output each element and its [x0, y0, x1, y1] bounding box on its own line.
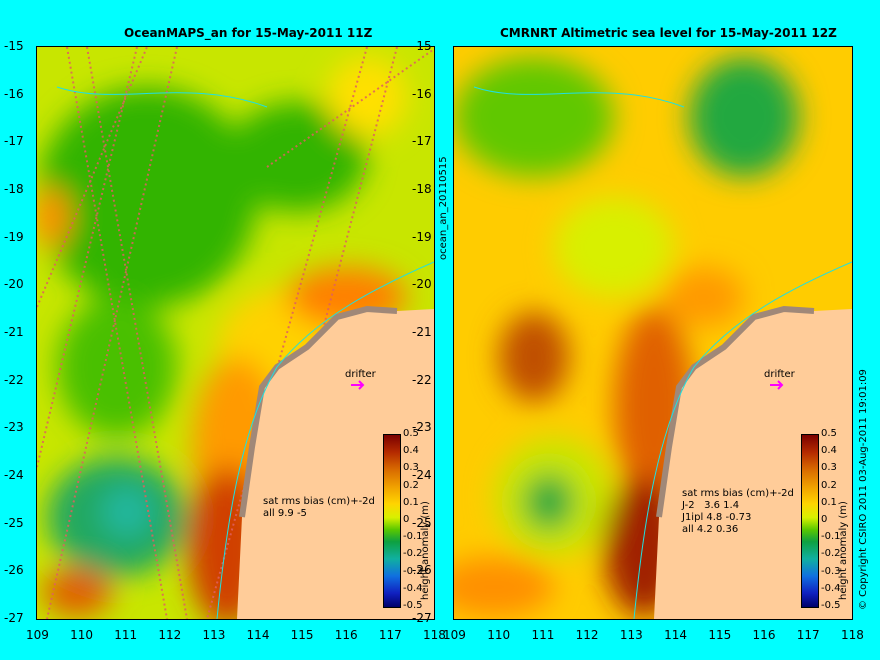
longitude-tick: 112	[158, 628, 182, 642]
latitude-tick: -25	[4, 515, 24, 530]
isobaths	[56, 86, 434, 619]
right-panel-title: CMRNRT Altimetric sea level for 15-May-2…	[500, 26, 837, 40]
side-label: ocean_an_20110515	[438, 156, 449, 260]
longitude-tick: 113	[202, 628, 226, 642]
left-panel-title: OceanMAPS_an for 15-May-2011 11Z	[124, 26, 373, 40]
longitude-tick: 115	[708, 628, 732, 642]
altimetry-map-panel: drifter	[453, 46, 853, 620]
colorbar-tick: -0.1	[403, 531, 423, 543]
latitude-tick: -27	[4, 611, 24, 625]
colorbar-tick: -0.2	[821, 548, 841, 560]
altimetry-map: drifter	[454, 47, 852, 619]
latitude-tick: -21	[412, 325, 432, 339]
colorbar-tick: 0.3	[821, 462, 837, 474]
colorbar-tick: 0	[403, 514, 410, 525]
colorbar-tick: 0.4	[403, 445, 419, 457]
bias-line: J1ipl 4.8 -0.73	[682, 512, 752, 523]
latitude-tick: -21	[4, 325, 24, 339]
longitude-tick: 117	[378, 628, 402, 642]
longitude-tick: 118	[841, 628, 864, 642]
colorbar-tick: -0.4	[403, 582, 423, 594]
latitude-tick: -17	[412, 134, 432, 149]
colorbar-tick: -0.1	[821, 531, 841, 543]
latitude-tick: -19	[412, 229, 432, 244]
longitude-tick: 114	[246, 628, 270, 642]
coastline	[656, 305, 815, 518]
latitude-tick: -23	[4, 420, 24, 435]
colorbar-tick: -0.3	[821, 565, 841, 577]
latitude-tick: -22	[4, 372, 24, 387]
right-bias-stats: sat rms bias (cm)+-2d J-2 3.6 1.4 J1ipl 4.…	[682, 488, 794, 536]
longitude-tick: 111	[114, 628, 138, 642]
bias-line: J-2 3.6 1.4	[682, 500, 740, 511]
latitude-tick: -24	[4, 468, 24, 482]
right-colorbar	[801, 434, 819, 608]
longitude-tick: 112	[575, 628, 599, 642]
longitude-tick: 117	[796, 628, 820, 642]
longitude-tick: 109	[26, 628, 49, 642]
latitude-tick: -22	[412, 372, 432, 387]
colorbar-tick: -0.2	[403, 548, 423, 560]
colorbar-tick: 0.1	[403, 496, 419, 508]
colorbar-tick: -0.3	[403, 565, 423, 577]
colorbar-tick: -0.5	[821, 600, 841, 611]
latitude-tick: -26	[412, 563, 432, 578]
latitude-tick: -27	[412, 611, 432, 625]
latitude-tick: -17	[4, 134, 24, 149]
colorbar-tick: 0.5	[821, 428, 837, 439]
longitude-tick: 116	[334, 628, 358, 642]
latitude-tick: -19	[4, 229, 24, 244]
colorbar-tick: 0.3	[403, 462, 419, 474]
latitude-tick: -20	[4, 277, 24, 292]
longitude-tick: 118	[423, 628, 446, 642]
drifter-label: drifter	[764, 369, 796, 380]
longitude-tick: 109	[443, 628, 466, 642]
colorbar-tick: 0.2	[403, 479, 419, 491]
colorbar-tick: 0	[821, 514, 828, 525]
left-colorbar	[383, 434, 401, 608]
colorbar-tick: -0.5	[403, 600, 423, 611]
longitude-tick: 111	[531, 628, 555, 642]
latitude-tick: -18	[412, 182, 432, 196]
oceanmaps-map: drifter	[37, 47, 434, 619]
latitude-tick: -20	[412, 277, 432, 292]
bias-line: sat rms bias (cm)+-2d	[263, 496, 375, 507]
isobaths	[473, 86, 852, 619]
longitude-tick: 115	[290, 628, 314, 642]
latitude-tick: -25	[412, 515, 432, 530]
latitude-tick: -26	[4, 563, 24, 578]
colorbar-tick: 0.5	[403, 428, 419, 439]
drifter-arrow-icon	[770, 380, 784, 390]
latitude-tick: -15	[4, 39, 24, 53]
left-bias-stats: sat rms bias (cm)+-2d all 9.9 -5	[263, 496, 375, 520]
right-colorbar-label: height anomaly (m)	[838, 501, 849, 600]
oceanmaps-map-panel: drifter	[36, 46, 435, 620]
bias-line: all 4.2 0.36	[682, 524, 739, 535]
latitude-tick: -23	[412, 420, 432, 435]
longitude-tick: 116	[752, 628, 776, 642]
colorbar-tick: 0.2	[821, 479, 837, 491]
copyright-label: © Copyright CSIRO 2011 03-Aug-2011 19:01…	[858, 369, 869, 610]
latitude-tick: -16	[412, 86, 432, 101]
coastline	[239, 305, 398, 518]
colorbar-tick: -0.4	[821, 582, 841, 594]
longitude-tick: 114	[664, 628, 688, 642]
latitude-tick: -24	[412, 468, 432, 482]
latitude-tick: -18	[4, 182, 24, 196]
colorbar-tick: 0.1	[821, 496, 837, 508]
bias-line: all 9.9 -5	[263, 508, 307, 519]
colorbar-tick: 0.4	[821, 445, 837, 457]
drifter-arrow-icon	[351, 380, 365, 390]
latitude-tick: -16	[4, 86, 24, 101]
longitude-tick: 113	[619, 628, 643, 642]
drifter-label: drifter	[345, 369, 377, 380]
left-colorbar-label: height anomaly (m)	[420, 501, 431, 600]
bias-line: sat rms bias (cm)+-2d	[682, 488, 794, 499]
latitude-tick: -15	[412, 39, 432, 53]
longitude-tick: 110	[487, 628, 511, 642]
longitude-tick: 110	[70, 628, 94, 642]
